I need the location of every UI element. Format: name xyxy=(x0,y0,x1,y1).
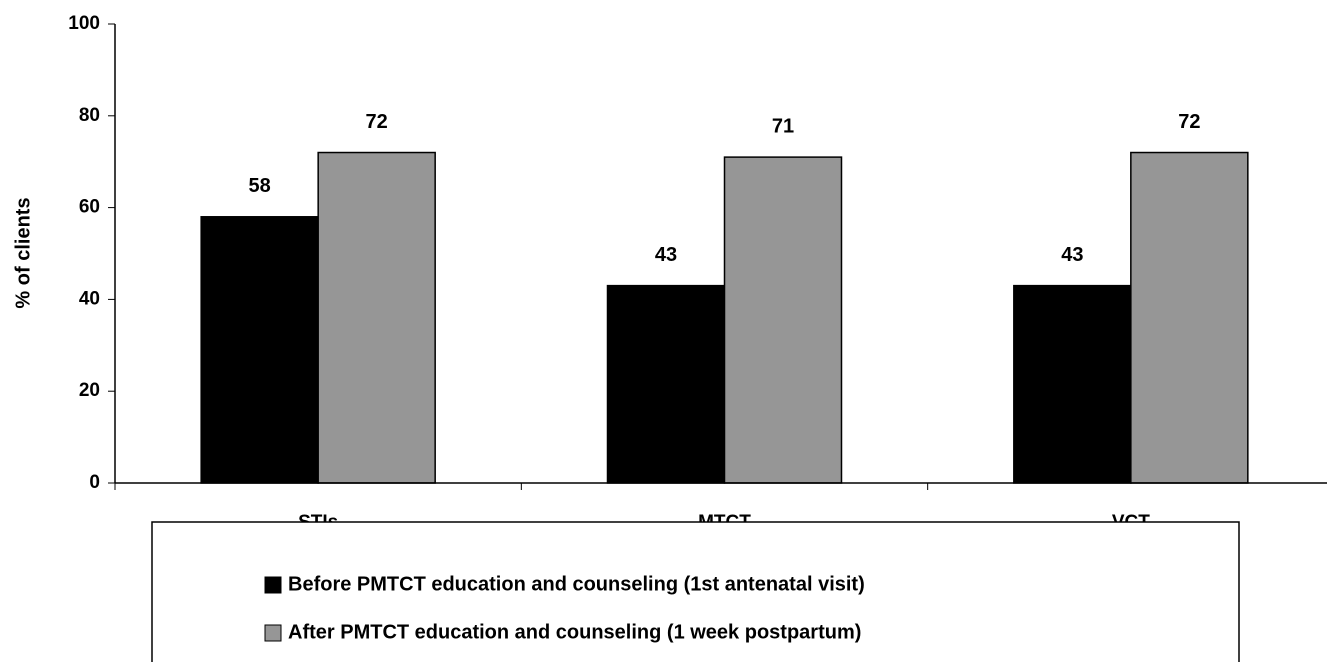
value-label: 43 xyxy=(655,244,677,266)
y-tick-label: 60 xyxy=(79,197,100,218)
y-tick-label: 100 xyxy=(68,13,100,34)
legend-label: After PMTCT education and counseling (1 … xyxy=(288,621,861,643)
legend-label: Before PMTCT education and counseling (1… xyxy=(288,573,865,595)
y-tick-label: 20 xyxy=(79,380,100,401)
value-label: 71 xyxy=(772,115,794,137)
bar xyxy=(606,284,726,484)
legend-swatch xyxy=(264,624,282,642)
bar xyxy=(1130,151,1249,484)
y-tick-label: 40 xyxy=(79,288,100,309)
legend-box xyxy=(151,521,1240,662)
y-tick-label: 80 xyxy=(79,105,100,126)
bar xyxy=(1013,284,1132,484)
bar xyxy=(317,151,436,484)
bar xyxy=(723,156,843,484)
y-axis-label: % of clients xyxy=(12,197,34,308)
value-label: 58 xyxy=(249,175,271,197)
y-tick-label: 0 xyxy=(89,472,100,493)
bar xyxy=(200,216,319,484)
value-label: 72 xyxy=(366,111,388,133)
legend-swatch xyxy=(264,576,282,594)
value-label: 72 xyxy=(1178,111,1200,133)
value-label: 43 xyxy=(1061,244,1083,266)
